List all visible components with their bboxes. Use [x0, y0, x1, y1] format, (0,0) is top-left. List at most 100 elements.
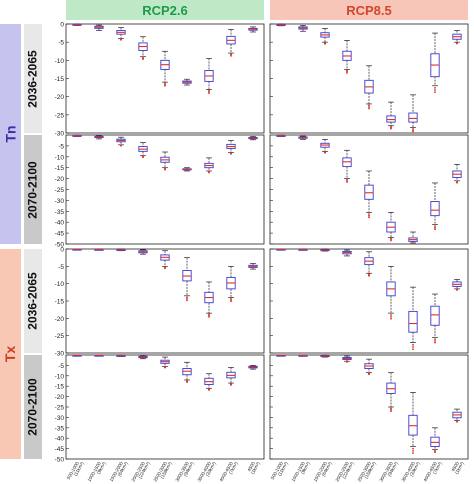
- box: [430, 201, 440, 217]
- box: [430, 305, 440, 326]
- outlier-point: [390, 127, 392, 130]
- outlier-point: [368, 107, 370, 110]
- y-tick-label: 0: [60, 247, 64, 254]
- variable-band-tn: Tn: [0, 24, 21, 244]
- y-tick-label: -20: [55, 176, 65, 183]
- outlier-point: [434, 91, 436, 93]
- outlier-point: [164, 267, 166, 270]
- y-tick-label: -30: [55, 198, 65, 205]
- outlier-point: [390, 315, 392, 318]
- outlier-point: [412, 130, 414, 133]
- y-tick-label: -10: [55, 281, 65, 288]
- outlier-point: [324, 42, 326, 45]
- outlier-point: [346, 360, 348, 363]
- outlier-point: [120, 38, 122, 41]
- outlier-point: [208, 315, 210, 318]
- outlier-point: [186, 296, 188, 299]
- outlier-point: [208, 313, 210, 316]
- outlier-point: [434, 89, 436, 91]
- period-band-tx-2070: 2070-2100: [24, 355, 42, 459]
- panel-frame: [269, 354, 469, 460]
- y-tick-label: -15: [55, 76, 65, 83]
- x-tick-label: 4500: [450, 461, 460, 473]
- period-band-tn-2036: 2036-2065: [24, 24, 42, 133]
- outlier-point: [142, 58, 144, 60]
- outlier-point: [186, 299, 188, 302]
- outlier-point: [434, 86, 436, 89]
- outlier-point: [434, 451, 436, 454]
- outlier-point: [208, 92, 210, 95]
- outlier-point: [230, 152, 232, 155]
- y-tick-label: -30: [55, 415, 65, 422]
- y-tick-label: -50: [55, 457, 65, 464]
- outlier-point: [142, 156, 144, 159]
- outlier-point: [164, 168, 166, 171]
- y-tick-label: -25: [55, 333, 65, 340]
- outlier-point: [208, 171, 210, 174]
- outlier-point: [412, 447, 414, 450]
- outlier-point: [456, 420, 458, 423]
- box: [408, 310, 418, 333]
- y-tick-label: -25: [55, 112, 65, 119]
- y-tick-label: -40: [55, 436, 65, 443]
- outlier-point: [456, 42, 458, 45]
- outlier-point: [208, 90, 210, 93]
- outlier-point: [456, 181, 458, 184]
- x-tick-label: (7km²): [228, 461, 239, 475]
- y-tick-label: -5: [58, 264, 64, 271]
- outlier-point: [346, 181, 348, 183]
- outlier-point: [230, 299, 232, 301]
- outlier-point: [390, 317, 392, 320]
- outlier-point: [368, 373, 370, 376]
- y-tick-label: 0: [60, 22, 64, 29]
- y-tick-label: -15: [55, 299, 65, 306]
- outlier-point: [164, 366, 166, 369]
- outlier-point: [390, 239, 392, 242]
- panel-frame: [269, 134, 469, 245]
- outlier-point: [208, 389, 210, 391]
- y-tick-label: -30: [55, 131, 65, 138]
- outlier-point: [434, 228, 436, 231]
- x-tick-label: (7km²): [432, 461, 443, 475]
- y-tick-label: -10: [55, 58, 65, 65]
- outlier-point: [368, 214, 370, 217]
- y-tick-label: -5: [58, 143, 64, 150]
- y-tick-label: -10: [55, 154, 65, 161]
- panel-frame: [65, 134, 265, 245]
- outlier-point: [230, 297, 232, 300]
- y-tick-label: -35: [55, 209, 65, 216]
- x-tick-label: (9km²): [300, 461, 311, 475]
- y-tick-label: -25: [55, 187, 65, 194]
- x-tick-label: 4500: [246, 461, 256, 473]
- y-tick-label: -35: [55, 425, 65, 432]
- outlier-point: [230, 300, 232, 303]
- outlier-point: [434, 339, 436, 342]
- outlier-point: [164, 84, 166, 87]
- y-tick-label: -40: [55, 220, 65, 227]
- outlier-point: [186, 381, 188, 383]
- y-tick-label: -5: [58, 40, 64, 47]
- x-tick-label: (1km²): [250, 461, 261, 475]
- x-tick-label: (9km²): [96, 461, 107, 475]
- x-tick-label: (1km²): [454, 461, 465, 475]
- y-tick-label: -5: [58, 363, 64, 370]
- outlier-point: [164, 82, 166, 85]
- outlier-point: [412, 449, 414, 452]
- outlier-point: [412, 129, 414, 132]
- box: [408, 112, 418, 123]
- y-tick-label: -30: [55, 351, 65, 358]
- outlier-point: [412, 343, 414, 346]
- outlier-point: [120, 144, 122, 147]
- panel-frame: [65, 354, 265, 460]
- outlier-point: [368, 104, 370, 107]
- outlier-point: [186, 297, 188, 300]
- y-tick-label: -20: [55, 316, 65, 323]
- outlier-point: [412, 242, 414, 245]
- outlier-point: [390, 407, 392, 410]
- y-tick-label: -20: [55, 94, 65, 101]
- outlier-point: [346, 72, 348, 74]
- y-tick-label: -25: [55, 405, 65, 412]
- outlier-point: [434, 226, 436, 229]
- outlier-point: [208, 314, 210, 317]
